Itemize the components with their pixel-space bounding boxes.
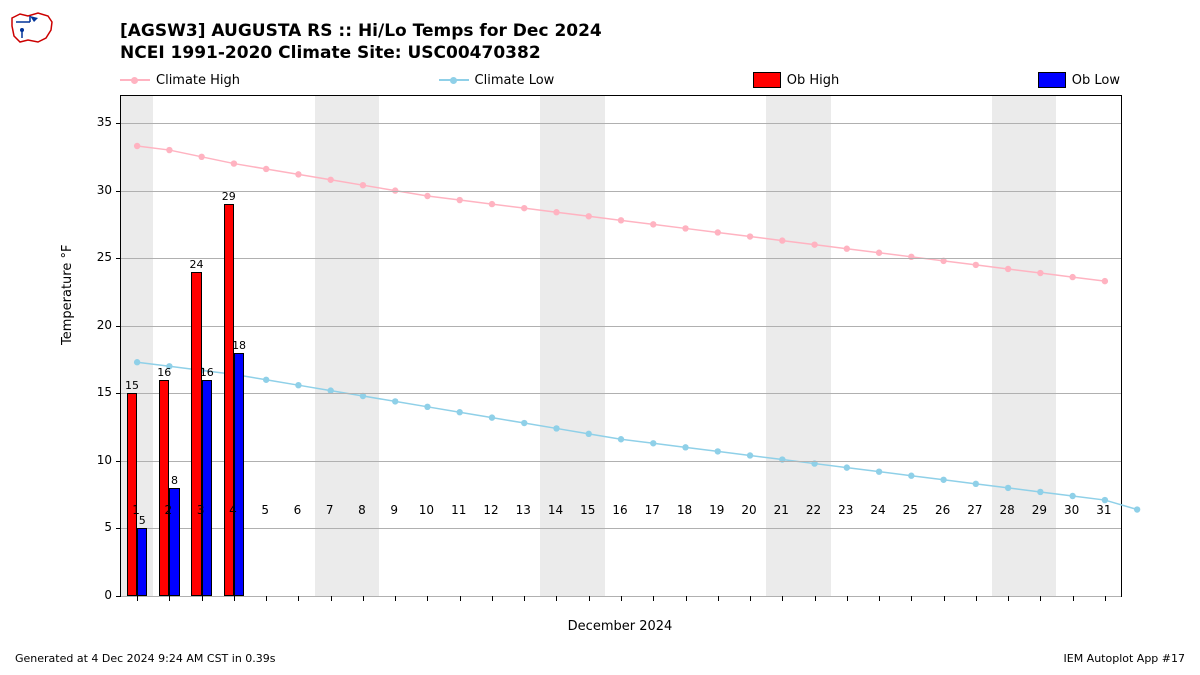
ob-low-label: 18 bbox=[232, 339, 246, 352]
xtick-label: 14 bbox=[548, 503, 563, 517]
xtick-label: 9 bbox=[390, 503, 398, 517]
xtick-label: 19 bbox=[709, 503, 724, 517]
title-line-2: NCEI 1991-2020 Climate Site: USC00470382 bbox=[120, 42, 602, 64]
xtick-label: 11 bbox=[451, 503, 466, 517]
gridline bbox=[121, 123, 1121, 124]
xtick-label: 2 bbox=[165, 503, 173, 517]
xtick-label: 13 bbox=[516, 503, 531, 517]
ob-low-bar bbox=[137, 528, 147, 596]
ytick-label: 10 bbox=[82, 453, 112, 467]
ob-low-bar bbox=[234, 353, 244, 596]
xtick-label: 16 bbox=[612, 503, 627, 517]
ytick-label: 5 bbox=[82, 520, 112, 534]
ytick-label: 20 bbox=[82, 318, 112, 332]
ob-high-bar bbox=[127, 393, 137, 596]
climate-lines-svg bbox=[121, 96, 1121, 596]
xtick-label: 15 bbox=[580, 503, 595, 517]
xtick-label: 31 bbox=[1096, 503, 1111, 517]
xtick-label: 1 bbox=[132, 503, 140, 517]
xtick-label: 6 bbox=[294, 503, 302, 517]
ob-low-bar bbox=[202, 380, 212, 596]
ob-high-label: 29 bbox=[222, 190, 236, 203]
ob-high-label: 15 bbox=[125, 379, 139, 392]
gridline bbox=[121, 191, 1121, 192]
ytick-label: 15 bbox=[82, 385, 112, 399]
xtick-label: 27 bbox=[967, 503, 982, 517]
ob-high-bar bbox=[224, 204, 234, 596]
x-axis-label: December 2024 bbox=[120, 619, 1120, 634]
xtick-label: 17 bbox=[645, 503, 660, 517]
y-axis-label: Temperature °F bbox=[60, 245, 75, 345]
footer-app: IEM Autoplot App #17 bbox=[1064, 652, 1186, 665]
xtick-label: 7 bbox=[326, 503, 334, 517]
footer-generated: Generated at 4 Dec 2024 9:24 AM CST in 0… bbox=[15, 652, 276, 665]
xtick-label: 8 bbox=[358, 503, 366, 517]
xtick-label: 23 bbox=[838, 503, 853, 517]
ob-high-label: 24 bbox=[189, 258, 203, 271]
ytick-label: 0 bbox=[82, 588, 112, 602]
xtick-label: 25 bbox=[903, 503, 918, 517]
xtick-label: 22 bbox=[806, 503, 821, 517]
gridline bbox=[121, 461, 1121, 462]
gridline bbox=[121, 393, 1121, 394]
xtick-label: 18 bbox=[677, 503, 692, 517]
ob-high-bar bbox=[191, 272, 201, 596]
xtick-label: 30 bbox=[1064, 503, 1079, 517]
ytick-label: 35 bbox=[82, 115, 112, 129]
legend-climate-high: Climate High bbox=[120, 73, 240, 88]
legend-climate-low: Climate Low bbox=[439, 73, 555, 88]
ytick-label: 25 bbox=[82, 250, 112, 264]
xtick-label: 21 bbox=[774, 503, 789, 517]
ob-high-bar bbox=[159, 380, 169, 596]
xtick-label: 29 bbox=[1032, 503, 1047, 517]
legend-ob-high: Ob High bbox=[753, 72, 840, 88]
xtick-label: 12 bbox=[483, 503, 498, 517]
xtick-label: 3 bbox=[197, 503, 205, 517]
xtick-label: 10 bbox=[419, 503, 434, 517]
gridline bbox=[121, 326, 1121, 327]
xtick-label: 24 bbox=[870, 503, 885, 517]
xtick-label: 26 bbox=[935, 503, 950, 517]
xtick-label: 4 bbox=[229, 503, 237, 517]
chart-title: [AGSW3] AUGUSTA RS :: Hi/Lo Temps for De… bbox=[120, 20, 602, 64]
gridline bbox=[121, 528, 1121, 529]
gridline bbox=[121, 258, 1121, 259]
legend-ob-low: Ob Low bbox=[1038, 72, 1120, 88]
ob-low-label: 8 bbox=[171, 474, 178, 487]
iem-logo bbox=[8, 8, 56, 48]
xtick-label: 20 bbox=[741, 503, 756, 517]
title-line-1: [AGSW3] AUGUSTA RS :: Hi/Lo Temps for De… bbox=[120, 20, 602, 42]
ob-high-label: 16 bbox=[157, 366, 171, 379]
ob-low-label: 16 bbox=[200, 366, 214, 379]
plot-area: 15162429581618 bbox=[120, 95, 1122, 597]
legend: Climate High Climate Low Ob High Ob Low bbox=[120, 72, 1120, 88]
xtick-label: 5 bbox=[261, 503, 269, 517]
xtick-label: 28 bbox=[999, 503, 1014, 517]
ytick-label: 30 bbox=[82, 183, 112, 197]
